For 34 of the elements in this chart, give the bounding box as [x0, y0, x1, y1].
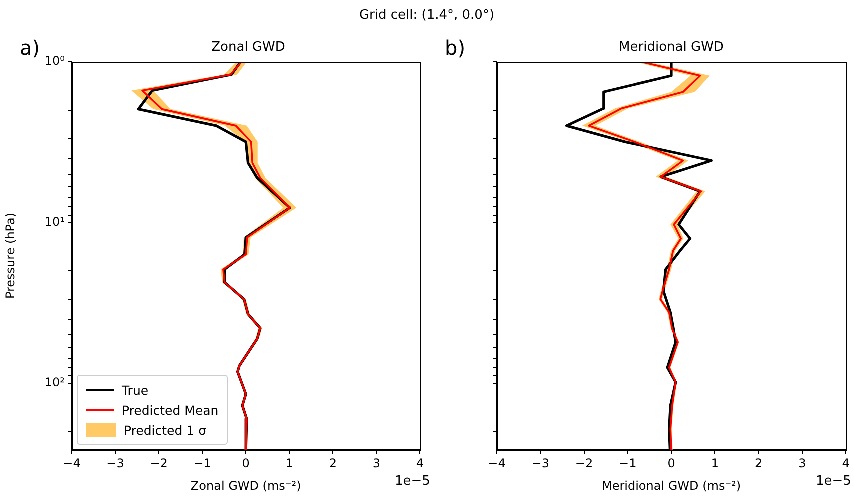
legend-label: True	[122, 382, 149, 398]
x-tick-label: 2	[754, 456, 763, 470]
x-tick-label: 4	[416, 456, 424, 470]
x-tick-label: 0	[242, 456, 250, 470]
x-tick-label: −3	[106, 456, 124, 470]
y-tick-label: 10²	[44, 375, 66, 390]
x-tick-label: −3	[532, 456, 550, 470]
x-axis-title: Zonal GWD (ms⁻²)	[190, 478, 302, 493]
y-tick-label: 10¹	[44, 214, 66, 229]
x-tick-label: 1	[286, 456, 294, 470]
x-tick-label: −1	[194, 456, 212, 470]
y-tick-label: 10⁰	[44, 54, 66, 68]
y-axis-title: Pressure (hPa)	[3, 212, 18, 300]
legend-label: Predicted Mean	[122, 402, 219, 418]
text: b)	[445, 36, 466, 60]
text: a)	[20, 36, 40, 60]
legend-label: Predicted 1 σ	[124, 422, 207, 438]
x-tick-label: −2	[575, 456, 594, 470]
text: 1e−5	[395, 474, 430, 489]
x-tick-label: 3	[372, 456, 380, 470]
text: 1e−5	[816, 474, 852, 489]
x-tick-label: 0	[668, 456, 676, 470]
x-axis-title: Meridional GWD (ms⁻²)	[602, 478, 742, 493]
x-tick-label: 2	[329, 456, 337, 470]
x-tick-label: −4	[488, 456, 506, 470]
text: Grid cell: (1.4°, 0.0°)	[359, 8, 495, 23]
x-tick-label: 4	[842, 456, 850, 470]
chart-title: Zonal GWD	[212, 40, 286, 55]
x-tick-label: −2	[150, 456, 168, 470]
x-tick-label: 3	[798, 456, 806, 470]
x-tick-label: 1	[711, 456, 719, 470]
x-tick-label: −4	[63, 456, 81, 470]
x-tick-label: −1	[619, 456, 637, 470]
chart-title: Meridional GWD	[619, 40, 724, 55]
